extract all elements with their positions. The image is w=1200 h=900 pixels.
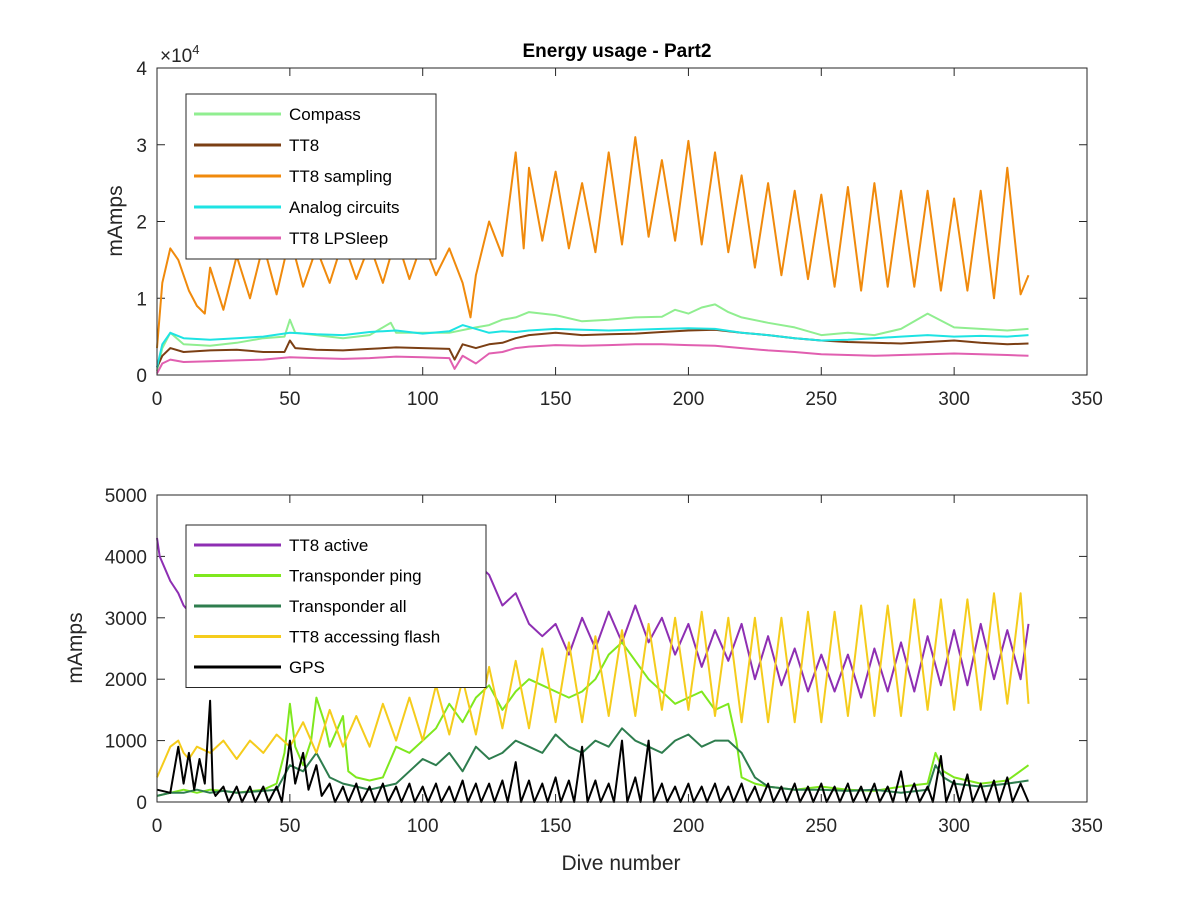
x-axis-label: Dive number bbox=[561, 852, 680, 875]
x-tick-label: 150 bbox=[540, 389, 572, 410]
x-tick-label: 50 bbox=[279, 389, 300, 410]
y-tick-label: 5000 bbox=[105, 486, 147, 507]
legend-label-transponder-all: Transponder all bbox=[289, 597, 407, 616]
series-line-tt8-lpsleep bbox=[156, 343, 1029, 374]
series-line-transponder-all bbox=[156, 727, 1029, 797]
y-tick-label: 4 bbox=[136, 59, 147, 80]
series-line-transponder-ping bbox=[156, 641, 1030, 797]
x-tick-label: 200 bbox=[673, 389, 705, 410]
legend-label-tt8-accessing-flash: TT8 accessing flash bbox=[289, 628, 440, 647]
series-line-tt8 bbox=[156, 328, 1029, 368]
y-tick-label: 3000 bbox=[105, 609, 147, 630]
legend-label-tt8-lpsleep: TT8 LPSleep bbox=[289, 229, 388, 248]
y-tick-label: 1000 bbox=[105, 732, 147, 753]
series-line-tt8-sampling bbox=[156, 136, 1030, 349]
legend-label-analog-circuits: Analog circuits bbox=[289, 198, 400, 217]
y-axis-label-top: mAmps bbox=[104, 185, 127, 256]
x-tick-label: 0 bbox=[152, 816, 163, 837]
x-tick-label: 350 bbox=[1071, 816, 1103, 837]
series-group-top bbox=[156, 136, 1030, 374]
legend-label-gps: GPS bbox=[289, 658, 325, 677]
series-line-tt8-accessing-flash bbox=[156, 592, 1030, 778]
x-tick-label: 100 bbox=[407, 816, 439, 837]
legend-label-tt8: TT8 bbox=[289, 136, 319, 155]
tick-labels-top: 0 50 100 150 200 250 300 350 0 1 2 3 4 bbox=[136, 59, 1102, 410]
legend-bottom: TT8 active Transponder ping Transponder al… bbox=[185, 524, 487, 688]
chart-title: Energy usage - Part2 bbox=[522, 41, 711, 62]
x-tick-label: 200 bbox=[673, 816, 705, 837]
x-tick-label: 100 bbox=[407, 389, 439, 410]
y-tick-label: 3 bbox=[136, 136, 147, 157]
x-tick-label: 300 bbox=[938, 816, 970, 837]
legend-label-transponder-ping: Transponder ping bbox=[289, 567, 422, 586]
x-tick-label: 300 bbox=[938, 389, 970, 410]
axes-bottom: 0 50 100 150 200 250 300 350 0 1000 2000 3000 4000 50… bbox=[64, 486, 1103, 875]
y-tick-label: 1 bbox=[136, 289, 147, 310]
y-tick-label: 0 bbox=[136, 793, 147, 814]
y-tick-label: 2 bbox=[136, 213, 147, 234]
y-tick-label: 2000 bbox=[105, 670, 147, 691]
x-tick-label: 150 bbox=[540, 816, 572, 837]
legend-label-tt8-sampling: TT8 sampling bbox=[289, 167, 392, 186]
y-tick-label: 0 bbox=[136, 366, 147, 387]
legend-top: Compass TT8 TT8 sampling Analog circuits TT8… bbox=[185, 93, 437, 260]
axis-box-bottom bbox=[156, 494, 1088, 803]
axes-top: Energy usage - Part2 0 50 100 150 200 250 300 3… bbox=[104, 41, 1103, 410]
legend-label-compass: Compass bbox=[289, 105, 361, 124]
y-tick-label: 4000 bbox=[105, 547, 147, 568]
axis-box-top bbox=[156, 67, 1088, 376]
x-tick-label: 250 bbox=[805, 816, 837, 837]
series-line-analog-circuits bbox=[156, 324, 1029, 368]
x-tick-label: 0 bbox=[152, 389, 163, 410]
tick-labels-bottom: 0 50 100 150 200 250 300 350 0 1000 2000 3000 4000 50… bbox=[105, 486, 1103, 837]
legend-label-tt8-active: TT8 active bbox=[289, 536, 368, 555]
y-exponent-label: ×104 bbox=[160, 42, 199, 67]
y-axis-label-bottom: mAmps bbox=[64, 612, 87, 683]
x-tick-label: 250 bbox=[805, 389, 837, 410]
x-tick-label: 350 bbox=[1071, 389, 1103, 410]
x-tick-label: 50 bbox=[279, 816, 300, 837]
